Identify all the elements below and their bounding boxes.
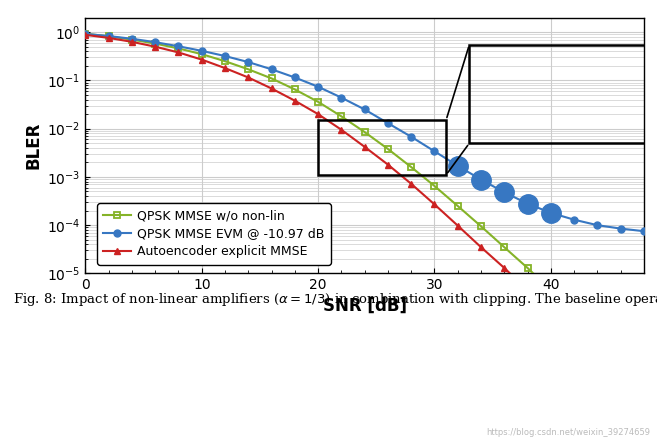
Line: QPSK MMSE EVM @ -10.97 dB: QPSK MMSE EVM @ -10.97 dB: [82, 30, 647, 235]
QPSK MMSE w/o non-lin: [501, 244, 509, 250]
QPSK MMSE w/o non-lin: [570, 310, 578, 316]
QPSK MMSE EVM @ -10.97 dB: [175, 44, 183, 49]
Autoencoder explicit MMSE: [570, 332, 578, 337]
QPSK MMSE EVM @ -10.97 dB: [338, 95, 346, 100]
Legend: QPSK MMSE w/o non-lin, QPSK MMSE EVM @ -10.97 dB, Autoencoder explicit MMSE: QPSK MMSE w/o non-lin, QPSK MMSE EVM @ -…: [97, 203, 331, 265]
QPSK MMSE EVM @ -10.97 dB: [524, 201, 532, 206]
Bar: [469, 45, 656, 143]
Autoencoder explicit MMSE: [547, 309, 555, 314]
QPSK MMSE EVM @ -10.97 dB: [570, 217, 578, 222]
Text: https://blog.csdn.net/weixin_39274659: https://blog.csdn.net/weixin_39274659: [486, 428, 650, 437]
QPSK MMSE w/o non-lin: [454, 203, 462, 209]
Autoencoder explicit MMSE: [407, 181, 415, 187]
QPSK MMSE w/o non-lin: [477, 224, 485, 229]
Autoencoder explicit MMSE: [175, 50, 183, 55]
QPSK MMSE EVM @ -10.97 dB: [361, 107, 369, 112]
QPSK MMSE w/o non-lin: [221, 59, 229, 64]
Line: Autoencoder explicit MMSE: Autoencoder explicit MMSE: [82, 31, 647, 407]
QPSK MMSE EVM @ -10.97 dB: [430, 149, 438, 154]
Autoencoder explicit MMSE: [524, 288, 532, 293]
Autoencoder explicit MMSE: [384, 162, 392, 167]
QPSK MMSE EVM @ -10.97 dB: [221, 53, 229, 59]
Line: QPSK MMSE w/o non-lin: QPSK MMSE w/o non-lin: [82, 30, 647, 388]
QPSK MMSE w/o non-lin: [384, 146, 392, 152]
QPSK MMSE w/o non-lin: [314, 99, 322, 105]
Autoencoder explicit MMSE: [151, 44, 159, 49]
Autoencoder explicit MMSE: [338, 127, 346, 132]
QPSK MMSE EVM @ -10.97 dB: [617, 226, 625, 231]
Autoencoder explicit MMSE: [81, 32, 89, 37]
QPSK MMSE EVM @ -10.97 dB: [151, 40, 159, 45]
QPSK MMSE w/o non-lin: [291, 87, 299, 92]
QPSK MMSE w/o non-lin: [524, 265, 532, 271]
QPSK MMSE EVM @ -10.97 dB: [81, 31, 89, 37]
Autoencoder explicit MMSE: [291, 98, 299, 103]
Text: Fig. 8: Impact of non-linear amplifiers ($\alpha = 1/3$) in combination with cli: Fig. 8: Impact of non-linear amplifiers …: [13, 291, 657, 308]
QPSK MMSE EVM @ -10.97 dB: [547, 210, 555, 216]
Autoencoder explicit MMSE: [454, 223, 462, 228]
Autoencoder explicit MMSE: [430, 202, 438, 207]
QPSK MMSE w/o non-lin: [593, 333, 601, 339]
Bar: [318, 120, 446, 175]
QPSK MMSE w/o non-lin: [128, 37, 136, 42]
X-axis label: SNR [dB]: SNR [dB]: [323, 296, 407, 314]
QPSK MMSE w/o non-lin: [547, 288, 555, 293]
QPSK MMSE EVM @ -10.97 dB: [407, 134, 415, 139]
QPSK MMSE EVM @ -10.97 dB: [314, 84, 322, 90]
Autoencoder explicit MMSE: [617, 378, 625, 383]
QPSK MMSE w/o non-lin: [198, 52, 206, 57]
QPSK MMSE w/o non-lin: [81, 31, 89, 36]
QPSK MMSE w/o non-lin: [151, 41, 159, 46]
Y-axis label: BLER: BLER: [25, 122, 43, 169]
Autoencoder explicit MMSE: [267, 86, 275, 91]
QPSK MMSE EVM @ -10.97 dB: [477, 177, 485, 182]
QPSK MMSE EVM @ -10.97 dB: [454, 163, 462, 168]
QPSK MMSE EVM @ -10.97 dB: [104, 34, 112, 39]
QPSK MMSE EVM @ -10.97 dB: [244, 60, 252, 65]
Autoencoder explicit MMSE: [104, 35, 112, 41]
QPSK MMSE EVM @ -10.97 dB: [501, 190, 509, 195]
Autoencoder explicit MMSE: [128, 39, 136, 45]
Autoencoder explicit MMSE: [221, 65, 229, 71]
Autoencoder explicit MMSE: [593, 355, 601, 360]
QPSK MMSE EVM @ -10.97 dB: [593, 223, 601, 228]
QPSK MMSE EVM @ -10.97 dB: [384, 120, 392, 126]
Autoencoder explicit MMSE: [198, 57, 206, 62]
QPSK MMSE w/o non-lin: [361, 129, 369, 135]
QPSK MMSE EVM @ -10.97 dB: [640, 228, 648, 234]
QPSK MMSE EVM @ -10.97 dB: [291, 75, 299, 80]
Autoencoder explicit MMSE: [361, 144, 369, 149]
QPSK MMSE w/o non-lin: [617, 359, 625, 364]
QPSK MMSE w/o non-lin: [407, 164, 415, 170]
Autoencoder explicit MMSE: [501, 265, 509, 271]
QPSK MMSE w/o non-lin: [175, 46, 183, 51]
QPSK MMSE w/o non-lin: [640, 382, 648, 387]
Autoencoder explicit MMSE: [640, 401, 648, 406]
QPSK MMSE w/o non-lin: [104, 34, 112, 39]
QPSK MMSE EVM @ -10.97 dB: [198, 48, 206, 53]
QPSK MMSE w/o non-lin: [430, 183, 438, 189]
Autoencoder explicit MMSE: [477, 244, 485, 250]
QPSK MMSE w/o non-lin: [338, 114, 346, 119]
QPSK MMSE w/o non-lin: [244, 67, 252, 72]
QPSK MMSE w/o non-lin: [267, 76, 275, 81]
QPSK MMSE EVM @ -10.97 dB: [267, 67, 275, 72]
QPSK MMSE EVM @ -10.97 dB: [128, 36, 136, 41]
Autoencoder explicit MMSE: [314, 112, 322, 117]
Autoencoder explicit MMSE: [244, 75, 252, 80]
